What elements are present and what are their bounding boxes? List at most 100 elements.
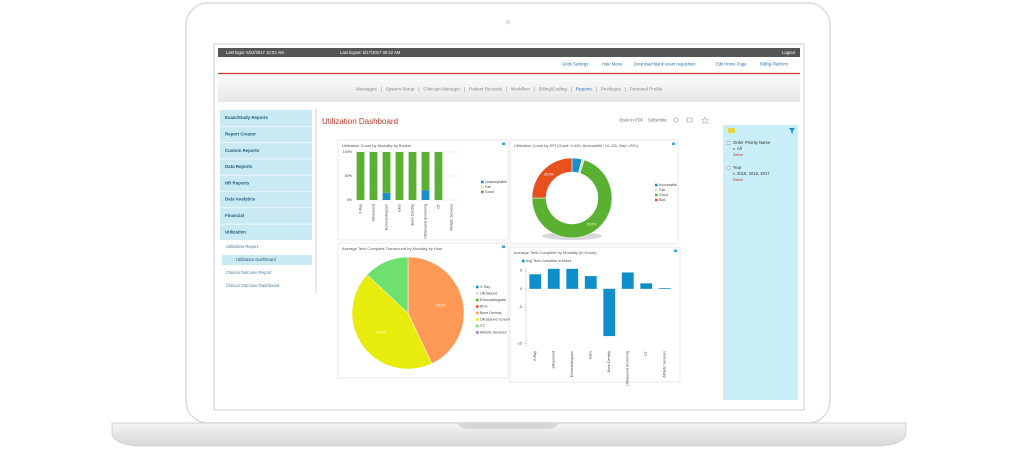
- slice: [351, 274, 433, 370]
- x-tick-label: Bone Density: [410, 204, 414, 226]
- filter-checkbox[interactable]: [726, 141, 731, 145]
- last-login: Last login: 5/22/2017 10:02 AM: [226, 50, 284, 55]
- header-link[interactable]: Grids Settings: [562, 62, 588, 67]
- legend-swatch: [476, 292, 479, 295]
- x-tick-label: CT: [644, 350, 648, 356]
- nav-item[interactable]: Clinician Manager: [423, 87, 460, 92]
- filter-bullet: [733, 148, 735, 150]
- filter-icon[interactable]: [789, 128, 795, 134]
- data-label: 44.0%: [376, 331, 386, 335]
- bar: [566, 268, 579, 289]
- sidebar-item[interactable]: Custom Reports: [225, 148, 260, 153]
- nav-item[interactable]: System Setup: [386, 87, 415, 92]
- action-link[interactable]: Open in PDF: [619, 118, 644, 123]
- bar: [547, 268, 560, 289]
- logout-link[interactable]: Logout: [782, 50, 796, 55]
- filter-checkbox[interactable]: [726, 166, 731, 170]
- favorite-icon[interactable]: [700, 116, 710, 125]
- nav-bar: [218, 77, 800, 102]
- legend-swatch: [476, 311, 479, 315]
- slice: [531, 157, 573, 199]
- nav-item[interactable]: Patient Records: [469, 87, 502, 92]
- filter-action[interactable]: Select: [733, 178, 743, 182]
- sidebar-item[interactable]: HR Reports: [225, 180, 250, 185]
- data-label: 25.0%: [544, 173, 554, 177]
- top-bar: [218, 48, 800, 57]
- legend-label: Avg Tech Complete in Hours: [526, 259, 572, 263]
- chart-title: Average Tech Complete Turnaround by Moda…: [342, 246, 443, 251]
- legend-swatch: [655, 188, 658, 192]
- legend-label: Echocardiogram: [480, 298, 506, 302]
- header-link[interactable]: Billing Platform: [760, 62, 788, 67]
- action-link[interactable]: Subscribe: [648, 118, 667, 123]
- nav-item[interactable]: Reports: [576, 87, 593, 92]
- nav-item[interactable]: Messages: [356, 87, 378, 92]
- bar: [658, 288, 671, 289]
- screen: [213, 43, 805, 411]
- sidebar-item[interactable]: Data Analytics: [225, 197, 256, 202]
- nav-item[interactable]: Billing/Coding: [539, 87, 568, 92]
- sidebar-item[interactable]: Exam/Study Reports: [225, 115, 268, 120]
- x-tick-label: Ultrasound: [552, 351, 556, 368]
- chart-menu-icon[interactable]: [674, 249, 678, 253]
- bar-segment: [408, 152, 417, 200]
- sidebar-item[interactable]: Data Reports: [225, 164, 253, 169]
- legend-swatch: [481, 180, 484, 184]
- header-link[interactable]: Hide Menu: [602, 62, 623, 67]
- sidebar-subitem[interactable]: Clinical Outcome Report: [226, 270, 272, 275]
- y-tick-label: 0%: [347, 198, 353, 202]
- slice: [531, 159, 613, 239]
- mail-icon[interactable]: [686, 117, 693, 123]
- x-tick-label: X-Ray: [533, 351, 537, 361]
- bar: [621, 272, 634, 289]
- nav-item[interactable]: Workflow: [511, 87, 530, 92]
- bar-segment: [395, 152, 404, 200]
- legend-swatch: [476, 318, 479, 321]
- legend-label: Acceptable: [659, 183, 677, 187]
- chart-menu-icon[interactable]: [502, 245, 506, 249]
- filter-action[interactable]: Select: [733, 153, 743, 157]
- legend-label: CT: [480, 324, 486, 328]
- chart-menu-icon[interactable]: [502, 142, 506, 146]
- bar-segment: [356, 152, 365, 200]
- filter-value: 2018, 2016, 2017: [737, 171, 770, 176]
- filter-value: All: [737, 146, 742, 151]
- x-tick-label: Ultrasound Screening: [626, 351, 630, 386]
- legend-swatch: [655, 198, 658, 202]
- bar: [584, 276, 597, 289]
- slice: [366, 256, 409, 314]
- legend-label: Bad: [659, 198, 665, 202]
- header-link[interactable]: Download blank exam requisition: [634, 62, 696, 67]
- x-tick-label: X-Ray: [358, 204, 362, 214]
- legend-swatch: [476, 305, 479, 308]
- nav-item[interactable]: Privileges: [601, 87, 622, 92]
- last-logout: Last logout: 5/17/2017 05:42 AM: [340, 50, 401, 55]
- legend-label: Bone Density: [480, 311, 502, 315]
- x-tick-label: Athletic Services: [449, 204, 453, 231]
- sidebar-subitem[interactable]: Utilization Report: [226, 244, 259, 249]
- chart-menu-icon[interactable]: [672, 142, 676, 146]
- y-tick-label: -5: [519, 305, 522, 309]
- sidebar-subitem[interactable]: Utilization Dashboard: [236, 257, 276, 262]
- sidebar-item[interactable]: Report Creator: [225, 131, 256, 136]
- sidebar-item[interactable]: Financial: [225, 213, 244, 218]
- header-link[interactable]: Edit Home Page: [716, 62, 747, 67]
- legend-swatch: [476, 285, 479, 289]
- x-tick-label: Ultrasound: [371, 204, 375, 221]
- y-tick-label: 5: [520, 269, 522, 273]
- bar: [640, 283, 653, 289]
- x-tick-label: Echocardiogram: [384, 204, 388, 230]
- legend-label: Good: [659, 193, 668, 197]
- bar: [603, 288, 616, 337]
- print-icon[interactable]: [673, 117, 679, 123]
- legend-swatch: [476, 298, 479, 302]
- sidebar-item[interactable]: Utilization: [225, 229, 246, 234]
- bar-segment: [434, 152, 443, 200]
- filter-bullet: [733, 173, 735, 175]
- legend-swatch: [476, 324, 479, 328]
- chart-title: Average Tech Complete by Modality (in Ho…: [514, 250, 597, 255]
- sidebar-subitem[interactable]: Clinical Outcome Dashboard: [226, 283, 280, 288]
- legend-swatch: [481, 190, 484, 194]
- nav-item[interactable]: Personal Profile: [630, 87, 663, 92]
- bar: [529, 274, 542, 289]
